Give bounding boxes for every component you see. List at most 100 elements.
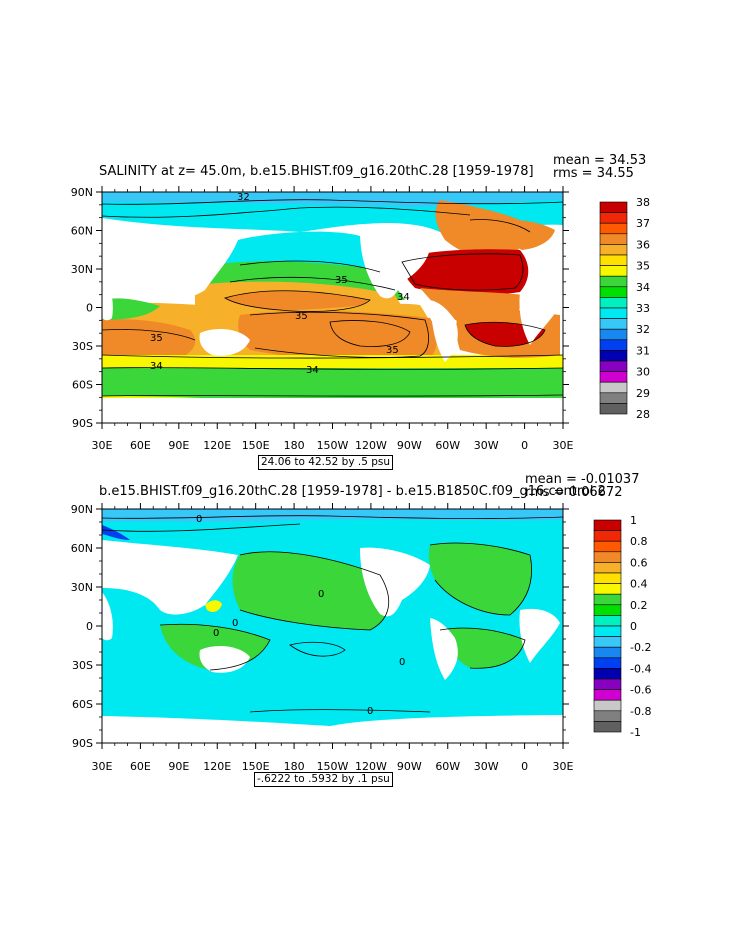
colorbar-swatch [593, 540, 622, 553]
diff-atlantic-pos [428, 543, 532, 615]
colorbar-swatch [599, 371, 628, 383]
diff-arctic-strong-neg [102, 525, 130, 540]
lon-tick-label: 30E [92, 439, 113, 452]
colorbar-swatch [593, 593, 622, 606]
contour-label: 34 [150, 361, 163, 372]
top-map-ticks: 30E 60E 90E 120E 150E 180 150W 120W 90W 60W 30W 0 30… [71, 186, 574, 452]
colorbar-swatch [599, 403, 628, 415]
colorbar-label: 29 [636, 387, 650, 400]
bottom-map-ticks: 30E 60E 90E 120E 150E 180 150W 120W 90W 60W 30W 0 30… [71, 503, 574, 773]
contour-label: 35 [386, 345, 399, 356]
colorbar-label: 32 [636, 323, 650, 336]
africa-east-land [102, 592, 113, 641]
colorbar-label: -0.2 [630, 641, 651, 654]
africa-west-land [519, 290, 560, 345]
lon-tick-label: 90W [397, 760, 422, 773]
colorbar-swatch [599, 360, 628, 372]
lat-tick-label: 60S [72, 379, 93, 392]
colorbar-label: 38 [636, 196, 650, 209]
contour-label: 34 [306, 365, 319, 376]
colorbar-swatch [599, 212, 628, 224]
diff-pacific-pos [232, 551, 389, 630]
colorbar-swatch [599, 233, 628, 245]
lon-tick-label: 120W [355, 439, 387, 452]
colorbar-swatch [593, 562, 622, 574]
contour-label: 35 [150, 333, 163, 344]
lon-tick-label: 30E [92, 760, 113, 773]
lon-tick-label: 90E [168, 760, 189, 773]
south-america-land [430, 618, 458, 680]
colorbar-label: 28 [636, 408, 650, 421]
top-map: 32 35 34 35 35 34 34 35 30E 60E 90E 120E 150… [71, 186, 574, 452]
north-atlantic-upper [435, 200, 522, 262]
contour-label: 0 [196, 514, 202, 525]
diff-maritime-pos [205, 600, 222, 612]
colorbar-label: -0.4 [630, 662, 651, 675]
colorbar-label: -0.6 [630, 684, 651, 697]
colorbar-swatch [599, 307, 628, 319]
contour-label: 0 [213, 628, 219, 639]
lat-tick-label: 90S [72, 737, 93, 750]
lon-tick-label: 180 [284, 439, 305, 452]
eurasia-land [102, 540, 238, 615]
north-pacific-salty [225, 290, 370, 312]
colorbar-label: 0 [630, 620, 637, 633]
lon-tick-label: 60W [435, 760, 460, 773]
lon-tick-label: 0 [521, 439, 528, 452]
colorbar-label: -1 [630, 726, 641, 739]
lat-tick-label: 60S [72, 698, 93, 711]
colorbar-label: 34 [636, 281, 650, 294]
colorbar-label: 0.6 [630, 556, 648, 569]
lon-tick-label: 120E [203, 760, 231, 773]
colorbar-swatch [599, 381, 628, 394]
lon-tick-label: 60W [435, 439, 460, 452]
lon-tick-label: 30W [474, 760, 499, 773]
lon-tick-label: 150E [242, 439, 270, 452]
colorbar-swatch [599, 286, 628, 298]
colorbar-swatch [599, 201, 628, 213]
africa-east-land [102, 275, 113, 321]
colorbar-swatch [599, 244, 628, 256]
southern-ocean-band [102, 368, 563, 398]
colorbar-swatch [593, 572, 622, 584]
africa-west-land [519, 608, 560, 663]
north-atlantic-high [401, 249, 529, 295]
colorbar-swatch [593, 636, 622, 648]
lon-tick-label: 30E [553, 760, 574, 773]
lat-tick-label: 60N [71, 542, 93, 555]
colorbar-swatch [593, 646, 622, 659]
lat-tick-label: 90S [72, 417, 93, 430]
lon-tick-label: 60E [130, 439, 151, 452]
colorbar-swatch [599, 254, 628, 266]
eurasia-land [102, 222, 238, 300]
bottom-panel-title: b.e15.BHIST.f09_g16.20thC.28 [1959-1978]… [99, 484, 606, 499]
south-america-land [430, 300, 458, 362]
lon-tick-label: 120W [355, 760, 387, 773]
top-panel-caption: 24.06 to 42.52 by .5 psu [258, 455, 394, 470]
lon-tick-label: 0 [521, 760, 528, 773]
lat-tick-label: 30S [72, 340, 93, 353]
north-america-land [360, 231, 430, 299]
lon-tick-label: 30W [474, 439, 499, 452]
colorbar-swatch [593, 710, 622, 722]
colorbar-label: 31 [636, 344, 650, 357]
lon-tick-label: 90E [168, 439, 189, 452]
bottom-map: 0 0 0 0 0 0 30E 60E 90E 120E 150E 180 150W 120W… [71, 503, 574, 773]
lon-tick-label: 150E [242, 760, 270, 773]
colorbar-label: 0.8 [630, 535, 648, 548]
contour-label: 0 [318, 589, 324, 600]
australia-land [199, 328, 250, 356]
colorbar-swatch [593, 615, 622, 627]
nordic-seas [500, 220, 555, 250]
bottom-contour-labels: 0 0 0 0 0 0 [196, 514, 405, 717]
bottom-panel-mean: mean = -0.01037 [525, 472, 640, 487]
contour-label: 0 [232, 618, 238, 629]
colorbar-label: 0.2 [630, 599, 648, 612]
north-america-land [360, 547, 430, 617]
lon-tick-label: 150W [317, 439, 349, 452]
colorbar-swatch [599, 222, 628, 235]
colorbar-swatch [593, 678, 622, 690]
contour-label: 35 [295, 311, 308, 322]
colorbar-swatch [593, 530, 622, 542]
